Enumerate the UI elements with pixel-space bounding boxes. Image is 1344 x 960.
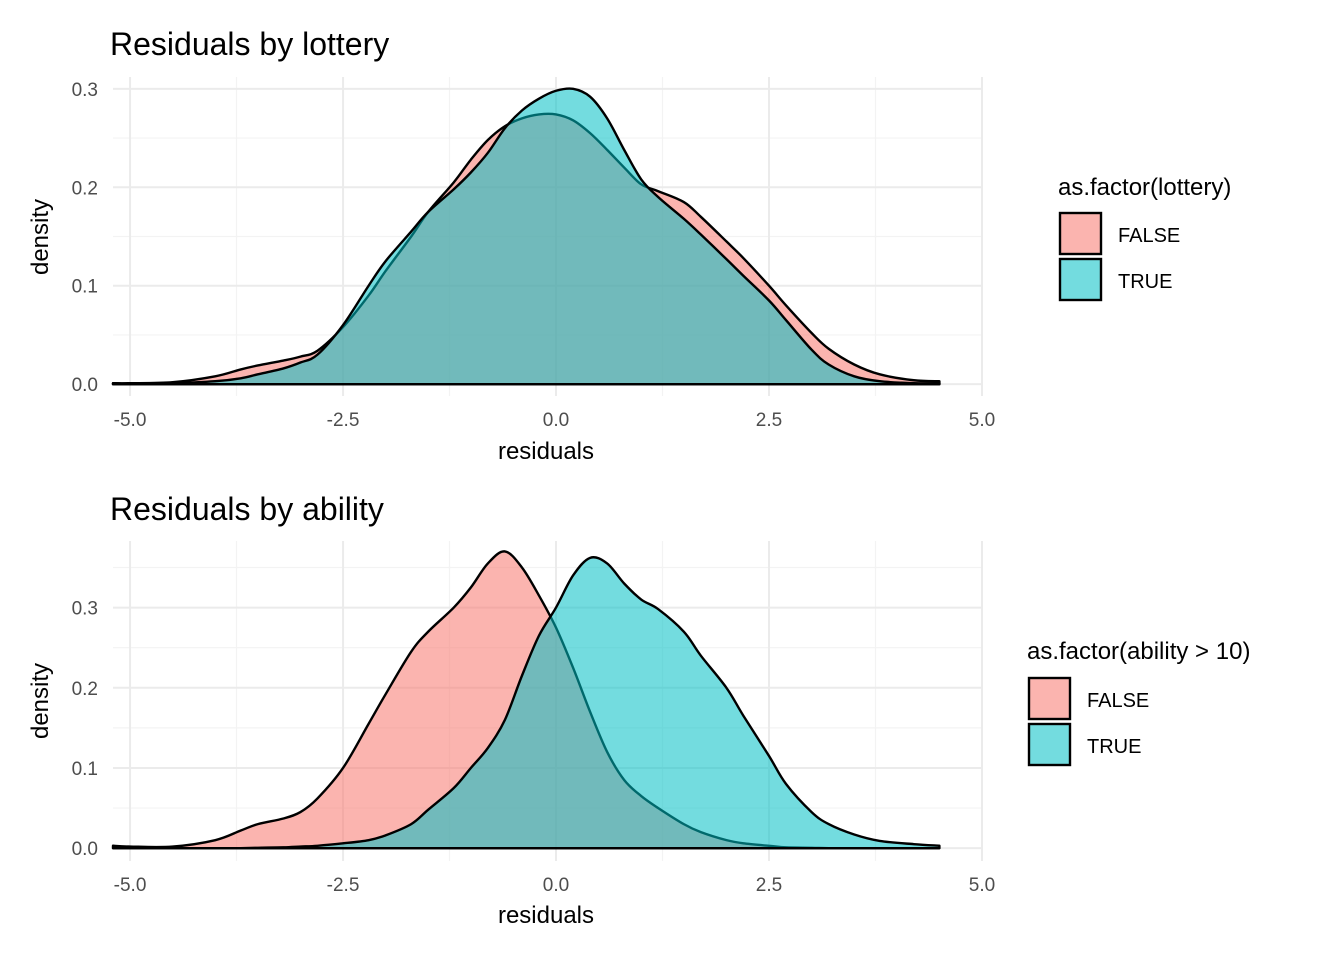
panel-ability: Residuals by ability 0.0 0.1 0.2 0.3 -5.… <box>27 491 1250 929</box>
legend-title: as.factor(lottery) <box>1058 174 1231 201</box>
y-tick-labels: 0.0 0.1 0.2 0.3 <box>72 599 98 861</box>
density-areas <box>111 550 941 850</box>
legend-title: as.factor(ability > 10) <box>1027 638 1250 665</box>
y-axis-title: density <box>27 199 54 275</box>
legend: as.factor(ability > 10) FALSE TRUE <box>1027 638 1250 767</box>
legend-label-false: FALSE <box>1118 225 1180 247</box>
x-tick-label: -5.0 <box>114 875 147 896</box>
legend-key-false <box>1058 211 1103 256</box>
legend-key-true <box>1058 257 1103 302</box>
density-area-true <box>111 87 941 386</box>
density-area-true <box>111 556 941 850</box>
density-areas <box>111 87 941 386</box>
panel-lottery: Residuals by lottery 0.0 0.1 0.2 0.3 -5.… <box>27 26 1231 465</box>
y-tick-labels: 0.0 0.1 0.2 0.3 <box>72 80 98 396</box>
x-tick-labels: -5.0 -2.5 0.0 2.5 5.0 <box>114 410 996 431</box>
x-tick-label: -2.5 <box>327 410 360 431</box>
x-axis-title: residuals <box>498 438 594 465</box>
x-tick-label: 2.5 <box>756 410 782 431</box>
y-tick-label: 0.1 <box>72 277 98 298</box>
legend-label-false: FALSE <box>1087 690 1149 712</box>
x-tick-label: 5.0 <box>969 875 995 896</box>
chart-title: Residuals by ability <box>110 491 384 527</box>
legend-key-false <box>1027 676 1072 721</box>
legend-key-true <box>1027 722 1072 767</box>
x-tick-label: -2.5 <box>327 875 360 896</box>
x-tick-labels: -5.0 -2.5 0.0 2.5 5.0 <box>114 875 996 896</box>
chart-title: Residuals by lottery <box>110 26 389 62</box>
x-tick-label: 2.5 <box>756 875 782 896</box>
y-axis-title: density <box>27 663 54 739</box>
x-tick-label: -5.0 <box>114 410 147 431</box>
y-tick-label: 0.1 <box>72 759 98 780</box>
y-tick-label: 0.0 <box>72 375 98 396</box>
y-tick-label: 0.2 <box>72 679 98 700</box>
y-tick-label: 0.2 <box>72 178 98 199</box>
x-tick-label: 5.0 <box>969 410 995 431</box>
legend: as.factor(lottery) FALSE TRUE <box>1058 174 1231 302</box>
legend-label-true: TRUE <box>1087 736 1141 758</box>
x-tick-label: 0.0 <box>543 410 569 431</box>
x-tick-label: 0.0 <box>543 875 569 896</box>
legend-label-true: TRUE <box>1118 271 1172 293</box>
y-tick-label: 0.3 <box>72 80 98 101</box>
y-tick-label: 0.0 <box>72 839 98 860</box>
x-axis-title: residuals <box>498 902 594 929</box>
y-tick-label: 0.3 <box>72 599 98 620</box>
